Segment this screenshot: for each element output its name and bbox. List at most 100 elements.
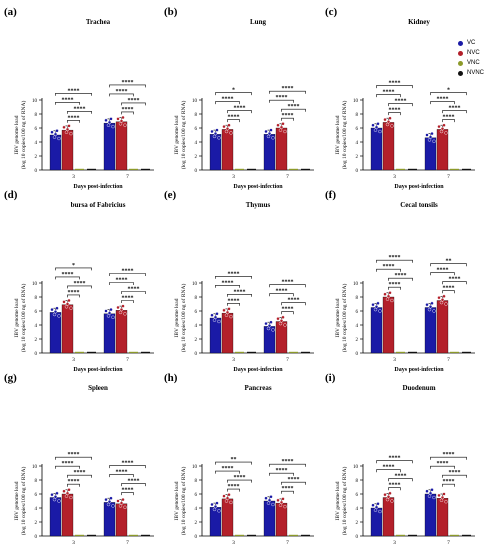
y-axis-label: IBV genome load (log 10 copies/100 ng of …: [335, 467, 348, 536]
significance-label: ****: [62, 97, 74, 103]
data-point: [62, 489, 66, 493]
bar-vc: [424, 307, 437, 354]
bar-nvc: [436, 300, 449, 354]
data-point: [390, 298, 394, 303]
significance-bracket: [67, 111, 92, 114]
significance-bracket: [442, 110, 467, 114]
y-tick-label: 10: [32, 99, 38, 104]
significance-bracket: [430, 101, 455, 105]
bar-vc: [49, 312, 62, 354]
bar-vnc: [396, 534, 405, 536]
significance-bracket: [121, 111, 134, 115]
significance-bracket: [67, 285, 92, 289]
data-point: [217, 509, 221, 513]
data-point: [439, 129, 444, 134]
data-point: [212, 134, 217, 139]
data-point: [432, 139, 436, 144]
y-axis-label-line2: (log 10 copies/100 ng of RNA): [341, 284, 348, 353]
significance-bracket: [442, 281, 467, 285]
significance-label: ****: [395, 273, 407, 279]
data-point: [104, 309, 108, 313]
significance-bracket: [430, 92, 467, 96]
panel-7: (g) Spleen 0 2 4 6 8 10 IBV genome load (log 10 c…: [4, 372, 154, 546]
significance-bracket: [442, 483, 455, 487]
y-axis-label: IBV genome load (log 10 copies/100 ng of …: [14, 284, 27, 353]
y-axis-label: IBV genome load (log 10 copies/100 ng of …: [335, 284, 348, 353]
significance-bracket: [269, 293, 294, 297]
significance-bracket: [281, 481, 306, 485]
y-axis-label: IBV genome load (log 10 copies/100 ng of …: [174, 467, 187, 536]
significance-label: ****: [288, 298, 300, 304]
bar-vnc: [289, 168, 298, 170]
x-tick-label: 3: [72, 174, 75, 180]
y-tick-label: 0: [195, 352, 198, 357]
data-point: [121, 304, 125, 308]
significance-label: ****: [68, 88, 80, 94]
significance-label: ****: [395, 99, 407, 105]
data-point: [69, 306, 73, 310]
significance-bracket: [121, 102, 146, 106]
bar-vnc: [396, 168, 405, 170]
data-point: [442, 492, 446, 496]
bar-nvnc: [301, 534, 310, 536]
significance-bracket: [109, 474, 134, 478]
legend: VC NVC VNC NVNC: [458, 38, 484, 78]
data-point: [374, 505, 379, 510]
y-tick-label: 2: [195, 521, 198, 526]
x-tick-label: 3: [232, 357, 235, 363]
data-point: [116, 499, 120, 503]
panel-letter: (h): [164, 372, 178, 384]
bar-vnc: [450, 534, 459, 536]
panel-letter: (i): [325, 372, 336, 384]
data-point: [278, 128, 283, 132]
bar-nvc: [436, 129, 449, 171]
significance-label: ****: [68, 452, 80, 458]
data-point: [116, 117, 120, 121]
bar-nvc: [115, 121, 128, 171]
y-tick-label: 4: [356, 507, 359, 512]
data-point: [104, 118, 108, 123]
y-tick-label: 2: [195, 338, 198, 343]
y-axis-label: IBV genome load (log 10 copies/100 ng of …: [174, 101, 187, 170]
significance-bracket: [215, 101, 240, 105]
significance-label: ****: [389, 108, 401, 114]
bar-vc: [209, 134, 222, 171]
y-axis-label: IBV genome load (log 10 copies/100 ng of …: [174, 284, 187, 353]
data-point: [278, 503, 283, 507]
data-point: [119, 119, 124, 123]
significance-label: *: [72, 263, 75, 269]
significance-label: ****: [389, 255, 401, 261]
significance-label: ****: [389, 282, 401, 288]
data-point: [213, 504, 218, 509]
significance-bracket: [67, 474, 92, 478]
panel-5: (e) Thymus 0 2 4 6 8 10 IBV genome load (log 10 c…: [164, 189, 314, 373]
panel-title: Lung: [250, 18, 266, 26]
significance-label: ****: [222, 466, 234, 472]
data-point: [388, 116, 392, 120]
y-tick-label: 4: [35, 507, 38, 512]
bar-nvc: [61, 129, 74, 171]
x-tick-label: 7: [126, 357, 129, 363]
data-point: [225, 126, 230, 131]
significance-label: ****: [282, 459, 294, 465]
data-point: [50, 492, 54, 497]
y-tick-label: 8: [35, 479, 38, 484]
y-tick-label: 2: [356, 155, 359, 160]
y-axis-label-line1: IBV genome load: [335, 481, 341, 520]
significance-bracket: [269, 284, 306, 288]
data-point: [427, 494, 432, 498]
data-point: [224, 499, 229, 503]
significance-label: ****: [437, 461, 449, 467]
legend-item-vc: VC: [458, 38, 484, 48]
significance-bracket: [281, 302, 306, 306]
significance-label: ****: [288, 104, 300, 110]
significance-bracket: [227, 294, 252, 297]
bar-nvc: [115, 310, 128, 354]
data-point: [388, 491, 392, 496]
data-point: [427, 138, 432, 142]
significance-label: ****: [389, 483, 401, 489]
data-point: [442, 294, 446, 299]
data-point: [57, 136, 61, 141]
y-axis-label-line1: IBV genome load: [14, 481, 20, 520]
